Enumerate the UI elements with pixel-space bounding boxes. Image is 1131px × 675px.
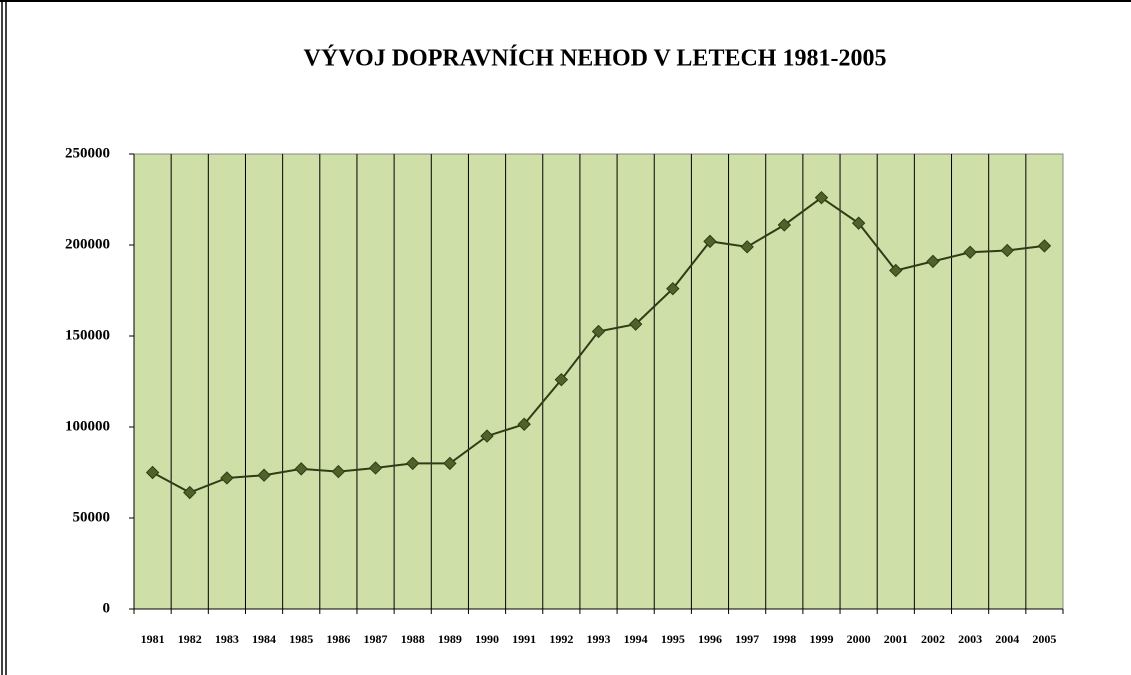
marker xyxy=(703,234,717,249)
marker xyxy=(183,485,197,500)
marker xyxy=(889,263,903,278)
x-tick-label: 1983 xyxy=(215,632,239,646)
marker xyxy=(331,464,346,479)
x-tick-label: 1994 xyxy=(624,632,648,646)
y-tick-label: 50000 xyxy=(73,509,111,525)
x-tick-label: 1984 xyxy=(252,632,276,646)
marker xyxy=(257,468,271,482)
marker xyxy=(740,240,754,254)
x-tick-label: 1992 xyxy=(549,632,573,646)
x-tick-label: 2004 xyxy=(995,632,1019,646)
y-tick-label: 150000 xyxy=(65,327,110,343)
plot-area xyxy=(133,153,1064,610)
marker xyxy=(145,465,160,480)
marker xyxy=(220,471,234,485)
x-tick-label: 1982 xyxy=(178,632,202,646)
marker xyxy=(480,429,494,443)
x-tick-label: 1988 xyxy=(401,632,425,646)
marker xyxy=(443,456,457,471)
x-tick-label: 1987 xyxy=(364,632,388,646)
chart-title: VÝVOJ DOPRAVNÍCH NEHOD V LETECH 1981-200… xyxy=(304,46,887,72)
y-tick-label: 100000 xyxy=(65,418,110,434)
x-tick-label: 2001 xyxy=(884,632,908,646)
x-tick-label: 1993 xyxy=(587,632,611,646)
y-tick-label: 200000 xyxy=(65,236,110,252)
x-tick-label: 1995 xyxy=(661,632,685,646)
x-tick-label: 1981 xyxy=(141,632,165,646)
x-tick-label: 2005 xyxy=(1032,632,1056,646)
marker xyxy=(851,216,866,230)
marker xyxy=(926,254,940,269)
y-tick-label: 250000 xyxy=(65,145,110,161)
x-tick-label: 2003 xyxy=(958,632,982,646)
x-tick-label: 2002 xyxy=(921,632,945,646)
marker xyxy=(963,245,977,259)
marker xyxy=(666,281,680,296)
marker xyxy=(814,190,829,205)
x-tick-label: 1991 xyxy=(512,632,536,646)
x-tick-label: 1990 xyxy=(475,632,499,646)
marker xyxy=(1000,243,1014,258)
marker xyxy=(517,417,531,431)
marker xyxy=(1037,239,1052,253)
marker xyxy=(405,456,420,471)
marker xyxy=(777,218,792,232)
x-tick-label: 1998 xyxy=(772,632,796,646)
marker xyxy=(368,461,383,475)
x-tick-label: 1997 xyxy=(735,632,759,646)
marker xyxy=(591,324,606,339)
x-tick-label: 1989 xyxy=(438,632,462,646)
x-tick-label: 2000 xyxy=(847,632,871,646)
y-tick-label: 0 xyxy=(103,600,111,616)
marker xyxy=(554,372,569,387)
marker xyxy=(628,317,643,331)
x-tick-label: 1999 xyxy=(809,632,833,646)
x-tick-label: 1986 xyxy=(326,632,350,646)
x-tick-label: 1996 xyxy=(698,632,722,646)
x-tick-label: 1985 xyxy=(289,632,313,646)
marker xyxy=(294,462,308,476)
